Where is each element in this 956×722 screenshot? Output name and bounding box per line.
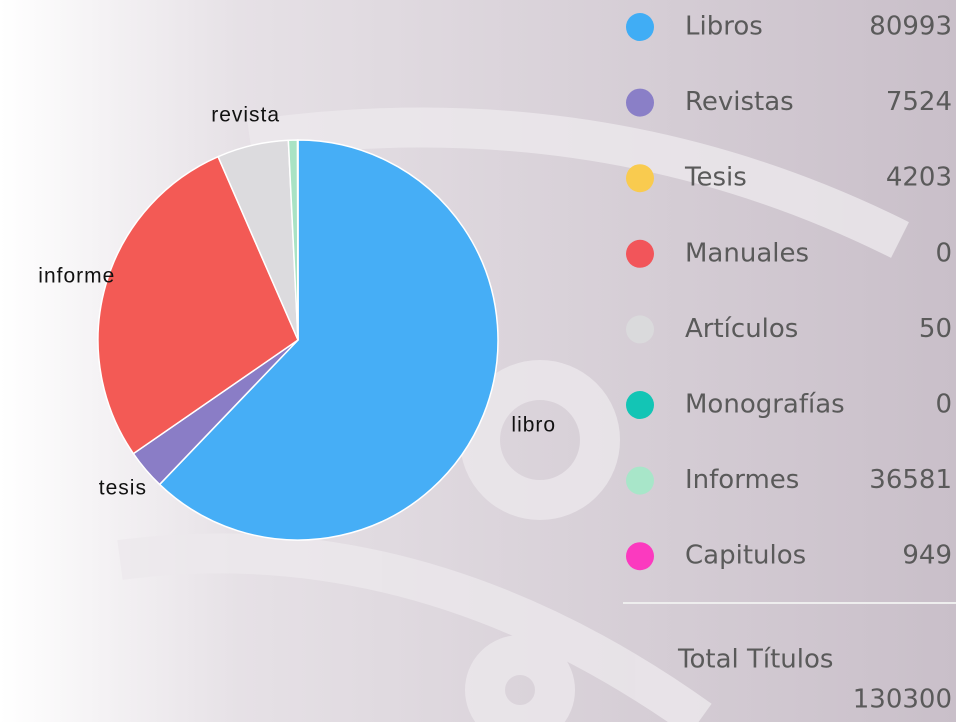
legend-value: 36581	[869, 465, 952, 495]
legend-swatch	[626, 89, 654, 117]
pie-label: informe	[38, 264, 115, 287]
legend-value: 7524	[886, 87, 952, 117]
legend-name: Revistas	[685, 87, 794, 117]
legend-name: Capitulos	[685, 541, 806, 571]
legend-name: Tesis	[684, 163, 747, 193]
total-label: Total Títulos	[677, 645, 833, 675]
legend-swatch	[626, 164, 654, 192]
legend-value: 4203	[886, 163, 952, 193]
legend-swatch	[626, 467, 654, 495]
legend-name: Informes	[685, 465, 799, 495]
legend-value: 0	[935, 390, 952, 420]
dashboard: Total Títulos 130300 libro tesis informe re…	[0, 0, 956, 722]
total-value: 130300	[853, 685, 952, 715]
legend-value: 949	[902, 541, 952, 571]
legend-name: Monografías	[685, 390, 845, 420]
legend-swatch	[626, 13, 654, 41]
page: {"chart_data": {"type": "pie", "categori…	[0, 0, 956, 722]
legend-swatch	[626, 391, 654, 419]
legend-value: 80993	[869, 12, 952, 42]
legend-swatch	[626, 542, 654, 570]
pie-label: tesis	[99, 477, 147, 500]
legend-swatch	[626, 240, 654, 268]
legend-swatch	[626, 315, 654, 343]
legend-value: 0	[935, 238, 952, 268]
pie-label: revista	[211, 104, 280, 127]
legend-value: 50	[919, 314, 952, 344]
legend-name: Artículos	[685, 314, 798, 344]
pie-label: libro	[511, 413, 556, 436]
legend-name: Libros	[685, 12, 763, 42]
legend-name: Manuales	[685, 238, 809, 268]
